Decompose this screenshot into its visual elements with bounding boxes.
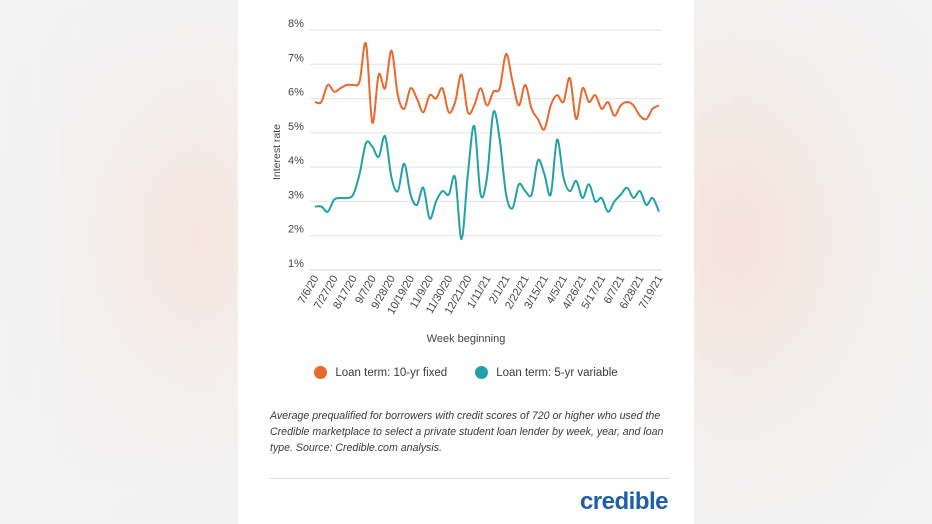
y-axis-label: Interest rate	[271, 124, 283, 180]
y-tick-label: 3%	[288, 189, 304, 201]
chart-legend: Loan term: 10-yr fixed Loan term: 5-yr v…	[238, 366, 694, 379]
x-tick-labels: 7/6/207/27/208/17/209/7/209/28/2010/19/2…	[296, 274, 666, 317]
y-tick-label: 6%	[288, 87, 304, 99]
y-tick-label: 2%	[288, 224, 304, 236]
y-tick-label: 1%	[288, 258, 304, 270]
y-tick-label: 5%	[288, 121, 304, 133]
y-tick-label: 4%	[288, 155, 304, 167]
legend-swatch-10yr-fixed	[314, 366, 328, 379]
divider	[270, 478, 670, 479]
y-tick-label: 8%	[288, 18, 304, 30]
background-blur-right	[672, 0, 932, 524]
background-blur-left	[0, 0, 260, 524]
legend-swatch-5yr-variable	[475, 366, 489, 379]
legend-item-5yr-variable: Loan term: 5-yr variable	[475, 366, 618, 379]
series-line-10yr-fixed	[314, 42, 660, 131]
series-lines	[314, 42, 660, 241]
chart-card: 1% 2% 3% 4% 5% 6% 7% 8% 7/6/20 7/27/20 8/17/20 9/7…	[238, 0, 694, 524]
series-line-5yr-variable	[314, 110, 660, 241]
y-tick-label: 7%	[288, 52, 304, 64]
credible-logo: credible	[579, 488, 669, 515]
legend-item-10yr-fixed: Loan term: 10-yr fixed	[314, 366, 447, 379]
legend-label-10yr-fixed: Loan term: 10-yr fixed	[335, 366, 448, 379]
x-axis-label: Week beginning	[427, 333, 506, 345]
chart-caption: Average prequalified for borrowers with …	[270, 410, 664, 454]
line-chart: 1% 2% 3% 4% 5% 6% 7% 8% 7/6/207/27/208/17/209/7…	[271, 18, 666, 345]
legend-label-5yr-variable: Loan term: 5-yr variable	[496, 366, 618, 379]
y-tick-labels: 1% 2% 3% 4% 5% 6% 7% 8%	[288, 18, 304, 270]
